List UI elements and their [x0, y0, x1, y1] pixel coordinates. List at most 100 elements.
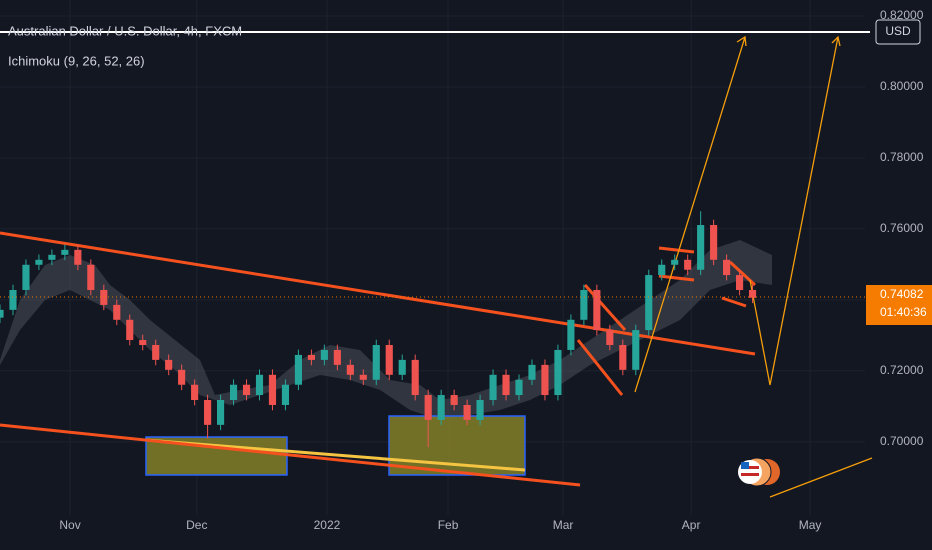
events-icon — [738, 457, 780, 487]
ichimoku-cloud — [0, 240, 772, 420]
x-tick-label: May — [799, 518, 822, 532]
candle-body — [126, 319, 134, 341]
x-tick-label: 2022 — [314, 518, 341, 532]
indicator-label: Ichimoku (9, 26, 52, 26) — [8, 53, 145, 68]
candle-body — [385, 344, 393, 375]
candle-body — [359, 374, 367, 380]
y-tick-label: 0.70000 — [880, 434, 924, 448]
flag-line — [583, 284, 627, 331]
candle-body — [411, 359, 419, 396]
candle-body — [450, 395, 458, 405]
candle-body — [22, 264, 30, 290]
x-tick-label: Apr — [682, 518, 701, 532]
candle-body — [723, 259, 731, 276]
candle-body — [580, 289, 588, 320]
candle-body — [242, 384, 251, 396]
last-price-label: 0.74082 — [880, 287, 924, 301]
icon-stripe — [741, 466, 759, 469]
candle-body — [437, 395, 445, 420]
icon-stripe — [741, 473, 759, 476]
candle-body — [346, 364, 354, 375]
candle-body — [139, 340, 147, 345]
arrow — [749, 35, 841, 386]
candle-body — [476, 400, 484, 420]
y-tick-label: 0.76000 — [880, 221, 924, 235]
candle-body — [100, 289, 108, 305]
candle-body — [528, 364, 536, 380]
candle-body — [61, 249, 69, 255]
candle-body — [165, 359, 173, 370]
y-tick-label: 0.72000 — [880, 363, 924, 377]
candle-body — [333, 349, 341, 365]
candle-body — [48, 254, 56, 260]
arrow — [634, 35, 747, 393]
x-tick-label: Nov — [59, 518, 80, 532]
currency-label[interactable]: USD — [885, 24, 911, 38]
candle-body — [178, 369, 186, 385]
y-tick-label: 0.78000 — [880, 150, 924, 164]
projection-arrows — [634, 35, 873, 498]
candle-body — [255, 374, 264, 396]
candle-body — [658, 264, 666, 276]
candle-body — [489, 374, 497, 401]
y-tick-label: 0.82000 — [880, 8, 924, 22]
currency-button[interactable] — [875, 19, 921, 45]
countdown-label: 01:40:36 — [880, 305, 927, 319]
trend-line — [0, 231, 756, 356]
candle-body — [424, 395, 432, 420]
flag-line — [658, 274, 695, 282]
candle-body — [502, 374, 510, 396]
support-line — [145, 438, 526, 472]
candle-body — [684, 259, 692, 270]
candle-body — [372, 344, 380, 380]
y-tick-label: 0.80000 — [880, 79, 924, 93]
candle-body — [748, 289, 757, 298]
candle-body — [191, 384, 199, 401]
candle-body — [294, 354, 302, 385]
candle-body — [152, 344, 160, 360]
candle-body — [307, 354, 315, 360]
x-tick-label: Feb — [438, 518, 459, 532]
candle-body — [554, 349, 562, 396]
candle-body — [398, 359, 406, 375]
candle-body — [697, 225, 705, 270]
x-tick-label: Mar — [553, 518, 574, 532]
candle-body — [463, 404, 471, 420]
candle-body — [593, 289, 601, 331]
candle-body — [736, 275, 744, 290]
candle-body — [35, 259, 43, 265]
candle-body — [9, 289, 17, 310]
candle-body — [281, 384, 290, 405]
drawings — [0, 31, 873, 498]
trend-line — [0, 423, 581, 487]
flag-line — [721, 296, 747, 308]
candle-body — [320, 349, 328, 360]
candle-body — [606, 330, 614, 345]
icon-canton — [741, 462, 749, 469]
candle-body — [204, 400, 212, 425]
flag-line — [576, 339, 624, 396]
candle-body — [567, 319, 575, 350]
candle-body — [632, 330, 640, 370]
candle-body — [710, 225, 718, 260]
candle-body — [268, 374, 277, 405]
candle-body — [217, 400, 225, 425]
x-tick-label: Dec — [186, 518, 207, 532]
last-price-badge — [866, 285, 932, 326]
arrow — [769, 457, 873, 498]
candle-body — [671, 259, 679, 265]
candle-body — [645, 275, 653, 331]
candles — [0, 211, 757, 448]
candle-body — [541, 364, 549, 396]
candle-body — [515, 379, 523, 396]
candle-body — [229, 384, 238, 401]
chart-title: Australian Dollar / U.S. Dollar, 4h, FXC… — [8, 23, 242, 38]
candle-body — [113, 304, 121, 320]
candle-body — [74, 249, 82, 265]
candle-body — [619, 344, 627, 370]
flag-line — [658, 246, 695, 254]
candle-body — [0, 309, 4, 318]
candle-body — [87, 264, 95, 290]
